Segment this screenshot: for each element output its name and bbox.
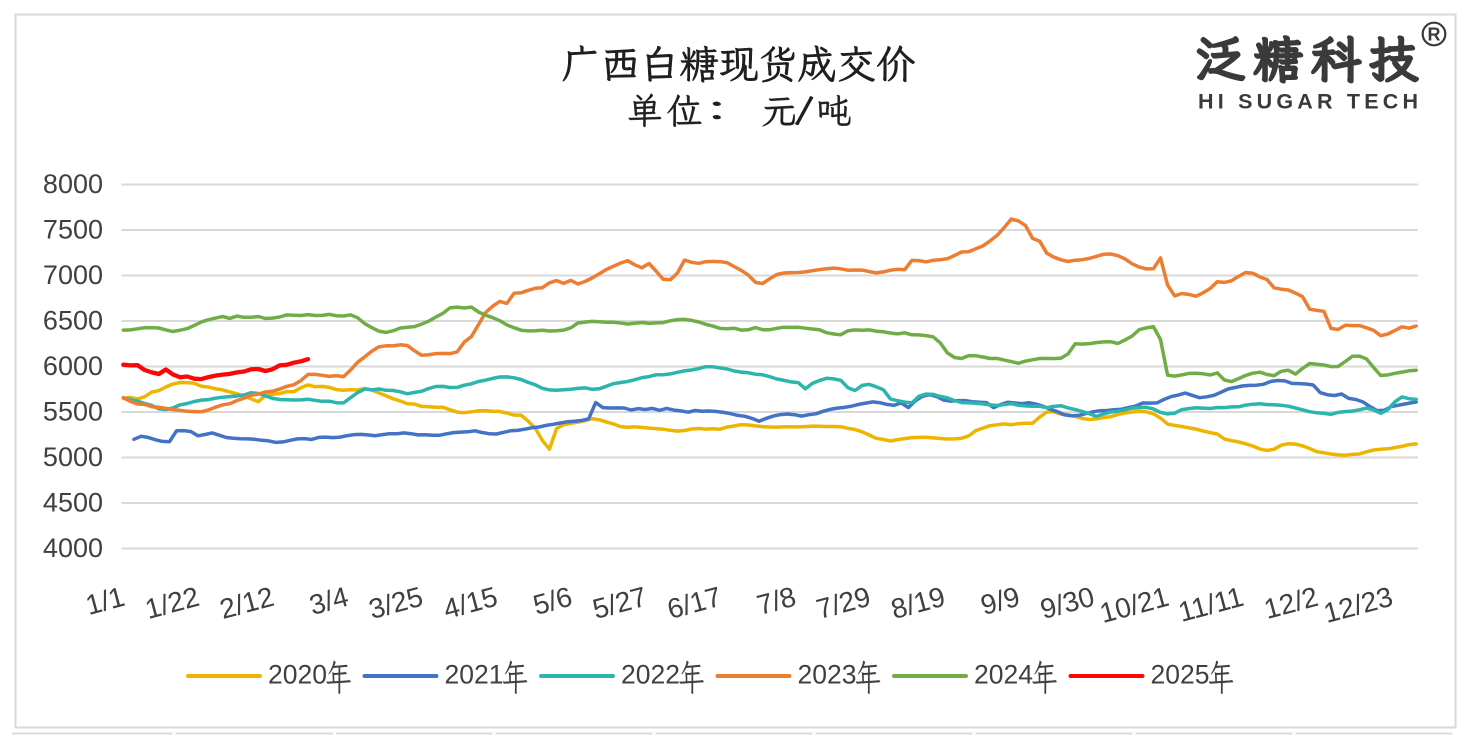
svg-text:7500: 7500: [43, 215, 103, 245]
svg-text:7000: 7000: [43, 260, 103, 290]
svg-text:2020: 2020: [268, 660, 327, 690]
svg-text:HI SUGAR TECH: HI SUGAR TECH: [1198, 90, 1422, 114]
svg-text:5000: 5000: [43, 442, 103, 472]
svg-text:2023: 2023: [798, 660, 857, 690]
svg-text:2022: 2022: [621, 660, 680, 690]
svg-text:6000: 6000: [43, 351, 103, 381]
svg-text:2021: 2021: [445, 660, 504, 690]
svg-text:5500: 5500: [43, 397, 103, 427]
svg-text:2024: 2024: [974, 660, 1033, 690]
svg-text:2025: 2025: [1151, 660, 1210, 690]
svg-text:6500: 6500: [43, 306, 103, 336]
svg-text:4500: 4500: [43, 488, 103, 518]
svg-text:8000: 8000: [43, 169, 103, 199]
svg-text:4000: 4000: [43, 533, 103, 563]
svg-text:R: R: [1428, 25, 1441, 45]
